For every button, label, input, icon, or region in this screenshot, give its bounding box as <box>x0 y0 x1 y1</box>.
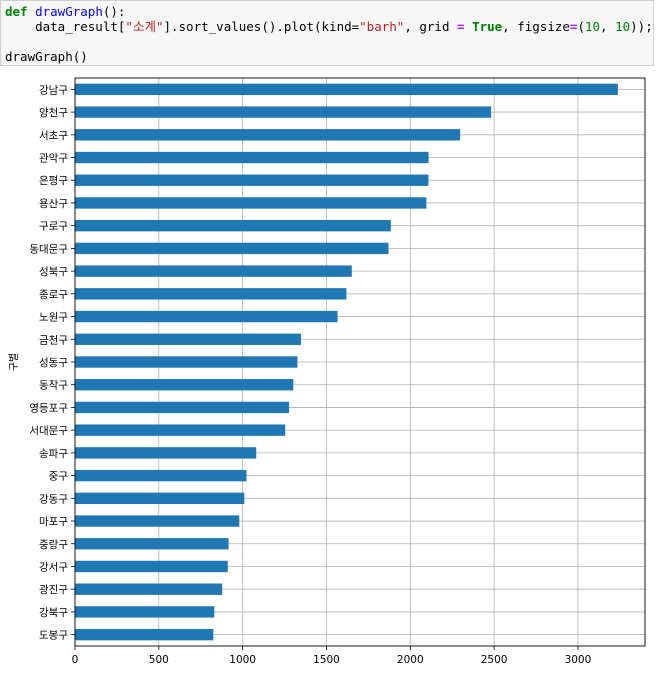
code-token: drawGraph() <box>5 49 88 64</box>
bar <box>75 197 427 209</box>
y-tick-label: 성동구 <box>39 357 68 369</box>
y-tick-label: 강동구 <box>39 493 68 505</box>
bar <box>75 265 352 277</box>
operator: = <box>457 19 465 34</box>
bar <box>75 492 245 504</box>
code-token: data_result[ <box>5 19 126 34</box>
y-tick-label: 송파구 <box>39 448 68 460</box>
string-literal: "소계" <box>125 19 164 34</box>
y-tick-label: 금천구 <box>39 334 68 346</box>
y-tick-label: 강남구 <box>39 84 68 96</box>
bar <box>75 560 228 573</box>
code-token: ].sort_values().plot(kind= <box>163 19 360 34</box>
y-tick-label: 서초구 <box>39 130 68 142</box>
bar <box>75 538 229 550</box>
bar <box>75 606 215 618</box>
bar-chart: 강남구양천구서초구관악구은평구용산구구로구동대문구성북구종로구노원구금천구성동구… <box>8 77 646 666</box>
code-token: )); <box>630 19 653 34</box>
operator: = <box>569 19 578 34</box>
y-tick-label: 서대문구 <box>29 425 68 437</box>
y-tick-label: 종로구 <box>39 289 68 301</box>
code-token <box>465 19 473 34</box>
y-tick-label: 용산구 <box>39 198 68 210</box>
y-tick-label: 구로구 <box>39 221 68 233</box>
y-tick-label: 영등포구 <box>29 402 68 414</box>
code-cell[interactable]: def drawGraph(): data_result["소계"].sort_… <box>0 0 654 66</box>
bar <box>75 401 290 414</box>
x-tick-label: 1500 <box>313 654 340 666</box>
code-token: , <box>600 19 616 34</box>
y-tick-label: 마포구 <box>39 516 68 528</box>
y-tick-label: 동대문구 <box>29 243 68 255</box>
bar <box>75 379 294 391</box>
bar <box>75 515 240 527</box>
y-tick-label: 중구 <box>49 471 69 483</box>
bar <box>75 129 461 141</box>
bar <box>75 469 247 482</box>
function-name: drawGraph <box>35 4 103 19</box>
keyword-def: def <box>5 4 28 19</box>
bar <box>75 106 492 118</box>
string-literal: "barh" <box>359 19 405 34</box>
y-tick-label: 관악구 <box>39 153 68 165</box>
bar <box>75 333 301 345</box>
code-token: ( <box>577 19 585 34</box>
bar <box>75 356 298 368</box>
number-literal: 10 <box>584 19 601 34</box>
code-token: (): <box>102 4 126 19</box>
bar <box>75 628 214 641</box>
x-tick-label: 2000 <box>397 654 424 666</box>
code-token: , grid <box>404 19 457 34</box>
y-tick-label: 은평구 <box>39 175 68 187</box>
y-tick-label: 중랑구 <box>39 539 68 551</box>
keyword-true: True <box>472 19 503 34</box>
bar <box>75 174 429 186</box>
y-tick-label: 강서구 <box>39 561 68 573</box>
code-token: , figsize <box>502 19 570 34</box>
bar <box>75 424 286 436</box>
y-tick-label: 노원구 <box>39 312 68 324</box>
bar <box>75 288 347 300</box>
bar <box>75 310 338 323</box>
bar <box>75 583 223 595</box>
x-tick-label: 500 <box>149 654 169 666</box>
number-literal: 10 <box>615 19 631 34</box>
x-tick-label: 1000 <box>229 654 256 666</box>
y-tick-label: 도봉구 <box>39 630 68 642</box>
bar <box>75 83 618 96</box>
bar <box>75 151 429 164</box>
bar <box>75 242 389 255</box>
x-tick-label: 3000 <box>565 654 592 666</box>
y-tick-label: 성북구 <box>39 266 68 278</box>
y-tick-label: 강북구 <box>39 607 68 619</box>
bar <box>75 220 391 232</box>
code-text[interactable]: def drawGraph(): data_result["소계"].sort_… <box>5 4 653 64</box>
x-tick-label: 0 <box>72 654 79 666</box>
x-tick-label: 2500 <box>481 654 508 666</box>
y-tick-label: 양천구 <box>39 107 68 119</box>
y-tick-label: 광진구 <box>39 584 68 596</box>
bar <box>75 447 257 459</box>
y-axis-label: 구별 <box>8 353 20 371</box>
y-tick-label: 동작구 <box>39 380 68 392</box>
